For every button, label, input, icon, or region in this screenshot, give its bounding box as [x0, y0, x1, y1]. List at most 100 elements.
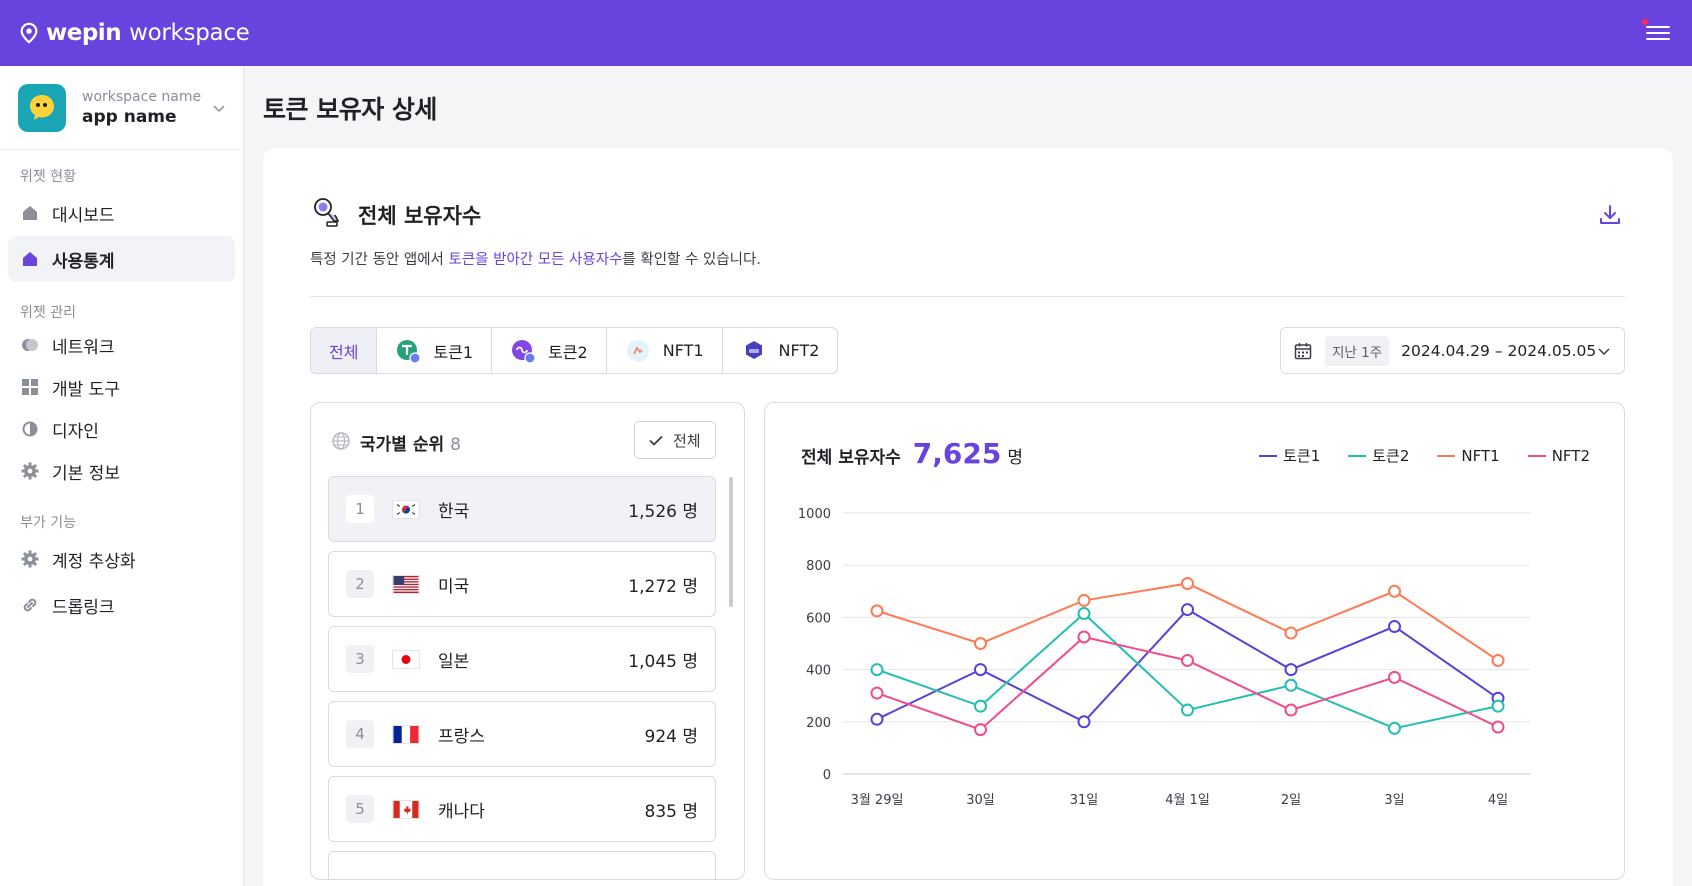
legend-swatch — [1437, 454, 1456, 457]
sidebar-item-account-abstraction[interactable]: 계정 추상화 — [8, 536, 235, 582]
y-tick-label: 200 — [806, 716, 831, 731]
country-filter-button[interactable]: 전체 — [634, 421, 716, 459]
data-point — [974, 663, 987, 677]
country-ranking-title: 국가별 순위 8 — [360, 430, 461, 455]
data-point — [1284, 626, 1298, 640]
hamburger-menu-icon[interactable] — [1646, 22, 1670, 42]
sidebar-item-droplink[interactable]: 드롭링크 — [8, 582, 235, 628]
grid-icon — [22, 379, 38, 395]
list-item[interactable]: 4 프랑스 924 명 — [328, 701, 716, 767]
list-item[interactable]: 3 일본 1,045 명 — [328, 626, 716, 692]
korea-flag-icon — [392, 499, 420, 519]
data-point — [870, 663, 884, 677]
country-title-text: 국가별 순위 — [360, 435, 445, 455]
legend-item[interactable]: 토큰2 — [1348, 445, 1409, 466]
tab-nft1[interactable]: NFT1 — [607, 328, 723, 373]
nft-image-icon — [626, 339, 649, 362]
chat-bubble-icon — [30, 94, 54, 120]
date-range-picker[interactable]: 지난 1주 2024.04.29 – 2024.05.05 — [1280, 327, 1625, 374]
sidebar-item-dashboard[interactable]: 대시보드 — [8, 190, 235, 236]
tab-label: NFT2 — [778, 341, 820, 360]
sidebar-item-label: 사용통계 — [52, 251, 115, 272]
tab-nft2[interactable]: NFT2 — [723, 328, 838, 373]
tab-token2[interactable]: 토큰2 — [492, 328, 607, 373]
data-point — [1491, 653, 1505, 667]
sidebar-item-design[interactable]: 디자인 — [8, 408, 235, 450]
scrollbar-thumb[interactable] — [729, 477, 733, 607]
top-bar: wepin workspace — [0, 0, 1692, 66]
list-item[interactable]: 1 한국 1,526 명 — [328, 476, 716, 542]
legend-item[interactable]: NFT1 — [1437, 445, 1500, 466]
country-name: 일본 — [438, 651, 470, 672]
list-item[interactable]: 5 캐나다 835 명 — [328, 776, 716, 842]
download-icon[interactable] — [1597, 202, 1623, 228]
nav-group-status: 위젯 현황 — [20, 169, 76, 185]
country-list: 1 한국 1,526 명 2 미국 1,272 명 3 일본 1,045 명 4… — [328, 476, 716, 879]
data-point — [1181, 576, 1194, 590]
country-value: 924 명 — [644, 726, 699, 747]
chart-title: 전체 보유자수 — [801, 448, 901, 468]
notification-dot — [1642, 19, 1648, 25]
data-point — [870, 712, 884, 726]
home-icon — [23, 206, 37, 220]
desc-text: 를 확인할 수 있습니다. — [622, 252, 761, 268]
section-title: 전체 보유자수 — [358, 204, 482, 228]
tether-token-icon — [397, 339, 422, 364]
legend-item[interactable]: NFT2 — [1527, 445, 1590, 466]
country-name: 한국 — [438, 501, 470, 522]
line-chart: 0 200 400 600 800 1000 3월 29일 30일 31일 4월 1일 2일 3일 4일 — [798, 507, 1530, 808]
home-icon — [23, 252, 37, 266]
list-item[interactable]: 2 미국 1,272 명 — [328, 551, 716, 617]
magnifier-hand-icon — [314, 198, 340, 227]
divider — [310, 296, 1625, 297]
country-count: 8 — [450, 435, 461, 455]
toggle-icon — [22, 339, 38, 351]
polygon-token-icon — [512, 339, 536, 364]
data-point — [1284, 703, 1298, 717]
sidebar-item-network[interactable]: 네트워크 — [8, 324, 235, 366]
data-point — [1388, 620, 1401, 634]
nft-badge-icon — [745, 340, 762, 359]
legend-item[interactable]: 토큰1 — [1259, 445, 1320, 466]
data-point — [1181, 703, 1194, 717]
legend-swatch — [1348, 454, 1367, 457]
japan-flag-icon — [392, 649, 420, 669]
page-title: 토큰 보유자 상세 — [263, 95, 437, 124]
sidebar-item-label: 계정 추상화 — [52, 551, 136, 572]
y-tick-label: 800 — [806, 559, 831, 574]
contrast-icon — [22, 421, 38, 437]
filter-label: 전체 — [673, 431, 701, 450]
globe-icon — [332, 432, 350, 450]
country-name: 캐나다 — [438, 801, 485, 822]
sidebar: workspace name app name 위젯 현황 대시보드 사용통계 … — [0, 66, 244, 886]
workspace-name-label: workspace name — [82, 88, 202, 105]
sidebar-item-usage-stats[interactable]: 사용통계 — [8, 236, 235, 282]
data-point — [1181, 603, 1194, 617]
x-tick-label: 3월 29일 — [851, 793, 904, 808]
gear-icon — [21, 462, 39, 480]
tab-token1[interactable]: 토큰1 — [377, 328, 493, 373]
data-point — [1388, 584, 1401, 598]
sidebar-item-dev-tools[interactable]: 개발 도구 — [8, 366, 235, 408]
data-point — [974, 699, 987, 713]
legend-swatch — [1259, 454, 1278, 457]
data-point — [974, 637, 987, 650]
data-point — [1077, 630, 1091, 644]
app-logo — [18, 83, 66, 132]
brand-logo[interactable]: wepin workspace — [18, 20, 250, 46]
rank-badge: 3 — [346, 645, 374, 673]
chevron-down-icon — [213, 105, 225, 113]
desc-text: 특정 기간 동안 앱에서 — [310, 252, 449, 268]
tab-all[interactable]: 전체 — [311, 328, 378, 373]
canada-flag-icon — [392, 799, 420, 819]
check-icon — [649, 435, 663, 446]
date-range-text: 2024.04.29 – 2024.05.05 — [1401, 341, 1597, 360]
country-value: 1,045 명 — [628, 651, 698, 672]
rank-badge: 2 — [346, 570, 374, 598]
location-pin-icon — [20, 22, 38, 44]
tab-label: 전체 — [329, 342, 359, 362]
sidebar-item-basic-info[interactable]: 기본 정보 — [8, 450, 235, 492]
list-item[interactable] — [328, 851, 716, 879]
x-tick-label: 2일 — [1281, 793, 1301, 808]
workspace-switcher[interactable]: workspace name app name — [0, 66, 243, 150]
